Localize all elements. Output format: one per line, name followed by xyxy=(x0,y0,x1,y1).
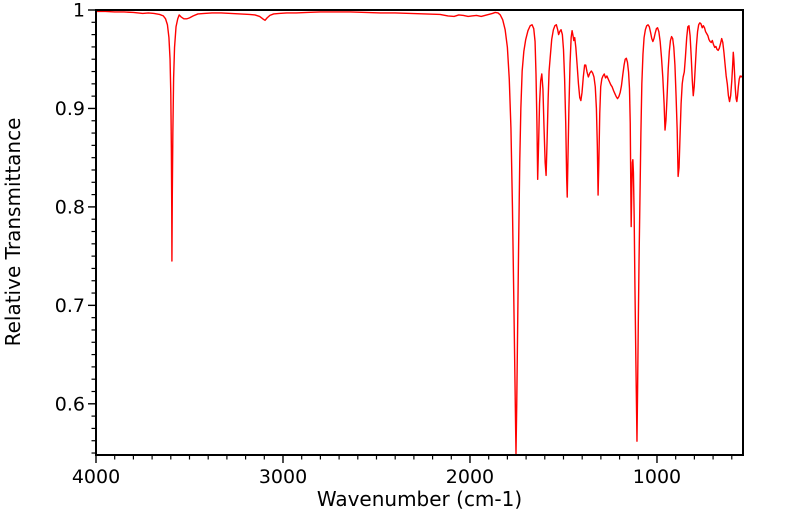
x-axis-label: Wavenumber (cm-1) xyxy=(317,487,522,511)
y-tick-label: 0.7 xyxy=(55,295,85,317)
y-tick-label: 0.8 xyxy=(55,196,85,218)
y-tick-label: 0.6 xyxy=(55,393,85,415)
y-axis-label: Relative Transmittance xyxy=(1,118,25,347)
axis-tick-labels: 4000 3000 2000 1000 1 0.9 0.8 0.7 0.6 xyxy=(55,0,681,488)
plot-frame xyxy=(95,9,744,456)
y-tick-label: 0.9 xyxy=(55,98,85,120)
x-tick-label: 4000 xyxy=(72,466,120,488)
spectrum-line xyxy=(96,10,743,455)
x-tick-label: 1000 xyxy=(633,466,681,488)
x-tick-label: 2000 xyxy=(446,466,494,488)
y-tick-label: 1 xyxy=(73,0,85,22)
axis-ticks xyxy=(88,9,733,463)
x-tick-label: 3000 xyxy=(259,466,307,488)
